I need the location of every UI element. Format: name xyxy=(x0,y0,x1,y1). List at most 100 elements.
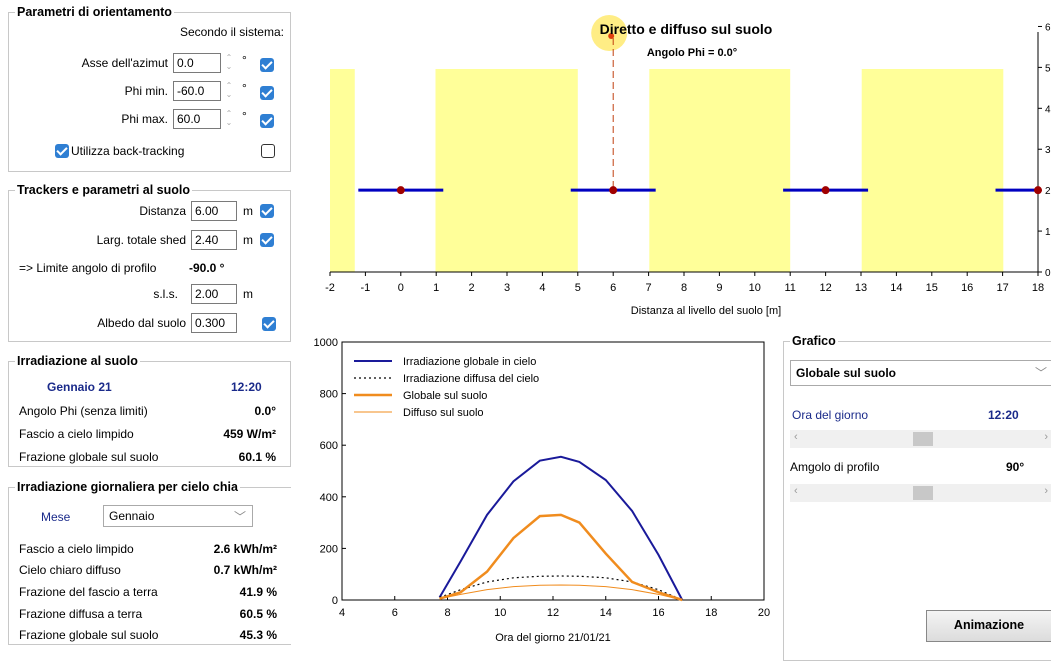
azimut-spinner[interactable]: ⌃ ⌄ xyxy=(225,53,233,71)
scene-xlabel: Distanza al livello del suolo [m] xyxy=(631,305,781,317)
limite-value: -90.0 ° xyxy=(189,261,225,275)
legend-label: Diffuso sul suolo xyxy=(403,407,484,419)
chevron-right-icon[interactable]: › xyxy=(1044,485,1048,497)
x-tick-label: 17 xyxy=(996,282,1008,294)
chevron-left-icon[interactable]: ‹ xyxy=(794,431,798,443)
tracker-axis-point xyxy=(821,186,830,195)
phimin-spinner[interactable]: ⌃ ⌄ xyxy=(225,81,233,99)
phimax-checkbox[interactable] xyxy=(260,114,274,128)
tracker-axis-point xyxy=(609,186,618,195)
grafico-select-value: Globale sul suolo xyxy=(796,366,897,380)
phi-value: 0.0° xyxy=(254,404,276,418)
distanza-checkbox[interactable] xyxy=(260,204,274,218)
backtracking-extra-checkbox[interactable] xyxy=(261,144,275,158)
phimin-label: Phi min. xyxy=(124,84,168,98)
ora-slider-thumb[interactable] xyxy=(913,432,933,446)
shade-zone xyxy=(649,69,791,272)
azimut-degree-unit: ° xyxy=(242,53,247,67)
angolo-slider-thumb[interactable] xyxy=(913,486,933,500)
daily-irradiation-legend: Irradiazione giornaliera per cielo chia xyxy=(15,480,240,494)
chevron-right-icon[interactable]: › xyxy=(1044,431,1048,443)
daily-row-value: 41.9 % xyxy=(239,585,277,599)
distanza-input[interactable]: 6.00 xyxy=(191,201,237,221)
phimin-degree-unit: ° xyxy=(242,81,247,95)
y-tick-label: 2 xyxy=(1045,186,1051,197)
phimax-degree-unit: ° xyxy=(242,109,247,123)
y-tick-label: 200 xyxy=(320,543,338,555)
x-tick-label: 7 xyxy=(646,282,652,294)
daily-row-value: 0.7 kWh/m² xyxy=(213,563,277,577)
y-tick-label: 6 xyxy=(1045,22,1051,33)
grafico-select[interactable]: Globale sul suolo ﹀ xyxy=(790,360,1051,386)
y-tick-label: 5 xyxy=(1045,63,1051,74)
distanza-label: Distanza xyxy=(139,204,186,218)
series-line xyxy=(438,455,684,601)
x-tick-label: 6 xyxy=(392,607,398,619)
albedo-checkbox[interactable] xyxy=(262,317,276,331)
shade-zone xyxy=(861,69,1004,272)
azimut-input[interactable]: 0.0 xyxy=(173,53,221,73)
ora-slider[interactable]: ‹ › xyxy=(790,430,1051,448)
ora-value: 12:20 xyxy=(988,408,1019,422)
tracker-axis-point xyxy=(396,186,405,195)
albedo-input[interactable]: 0.300 xyxy=(191,313,237,333)
trackers-legend: Trackers e parametri al suolo xyxy=(15,183,193,197)
azimut-checkbox[interactable] xyxy=(260,58,274,72)
orientation-params-legend: Parametri di orientamento xyxy=(15,5,174,19)
irradiation-date: Gennaio 21 xyxy=(47,380,112,394)
phimax-label: Phi max. xyxy=(121,112,168,126)
irradiation-panel: Irradiazione al suolo Gennaio 21 12:20 A… xyxy=(8,354,291,467)
x-tick-label: 9 xyxy=(716,282,722,294)
system-label: Secondo il sistema: xyxy=(179,25,284,39)
x-tick-label: 11 xyxy=(784,282,795,294)
irradiation-legend: Irradiazione al suolo xyxy=(15,354,140,368)
backtracking-checkbox[interactable] xyxy=(55,144,69,158)
daily-row-label: Fascio a cielo limpido xyxy=(19,542,134,556)
mese-select[interactable]: Gennaio ﹀ xyxy=(103,505,253,527)
x-tick-label: 1 xyxy=(433,282,439,294)
phimin-input[interactable]: -60.0 xyxy=(173,81,221,101)
animation-button[interactable]: Animazione xyxy=(926,610,1051,642)
mese-select-value: Gennaio xyxy=(109,509,155,523)
series-line xyxy=(439,513,683,602)
y-tick-label: 4 xyxy=(1045,104,1051,115)
x-tick-label: 16 xyxy=(652,607,664,619)
x-tick-label: 10 xyxy=(749,282,761,294)
fascio-label: Fascio a cielo limpido xyxy=(19,427,134,441)
backtracking-label: Utilizza back-tracking xyxy=(71,144,185,158)
x-tick-label: 14 xyxy=(890,282,902,294)
phimax-spinner[interactable]: ⌃ ⌄ xyxy=(225,109,233,127)
legend-label: Irradiazione diffusa del cielo xyxy=(403,373,539,385)
chevron-left-icon[interactable]: ‹ xyxy=(794,485,798,497)
distanza-unit: m xyxy=(243,204,253,218)
legend-label: Globale sul suolo xyxy=(403,390,487,402)
x-tick-label: 18 xyxy=(705,607,717,619)
grafico-legend: Grafico xyxy=(790,334,838,348)
y-tick-label: 600 xyxy=(320,440,338,452)
x-tick-label: 15 xyxy=(926,282,938,294)
scene-title: Diretto e diffuso sul suolo xyxy=(600,21,773,37)
series-line xyxy=(439,584,683,601)
sun-icon xyxy=(591,15,628,51)
larg-checkbox[interactable] xyxy=(260,233,274,247)
y-tick-label: 400 xyxy=(320,492,338,504)
ground-scene-chart: -2 -1 0 1 2 3 4 5 6 7 8 9 10 11 12 13 14 15 16 17 180123456D… xyxy=(325,15,1051,317)
phimax-input[interactable]: 60.0 xyxy=(173,109,221,129)
x-tick-label: 12 xyxy=(819,282,831,294)
phimin-checkbox[interactable] xyxy=(260,86,274,100)
larg-label: Larg. totale shed xyxy=(96,233,186,247)
larg-unit: m xyxy=(243,233,253,247)
sls-input[interactable]: 2.00 xyxy=(191,284,237,304)
mese-label: Mese xyxy=(41,510,71,524)
ora-label: Ora del giorno xyxy=(792,408,869,422)
angolo-slider[interactable]: ‹ › xyxy=(790,484,1051,502)
daily-row-label: Cielo chiaro diffuso xyxy=(19,563,121,577)
x-tick-label: 12 xyxy=(547,607,559,619)
x-tick-label: 16 xyxy=(961,282,973,294)
sun-center xyxy=(608,33,615,39)
x-tick-label: 8 xyxy=(444,607,450,619)
larg-input[interactable]: 2.40 xyxy=(191,230,237,250)
y-tick-label: 1000 xyxy=(314,337,338,349)
orientation-params-panel: Parametri di orientamento Secondo il sis… xyxy=(8,5,291,172)
x-tick-label: 0 xyxy=(398,282,404,294)
